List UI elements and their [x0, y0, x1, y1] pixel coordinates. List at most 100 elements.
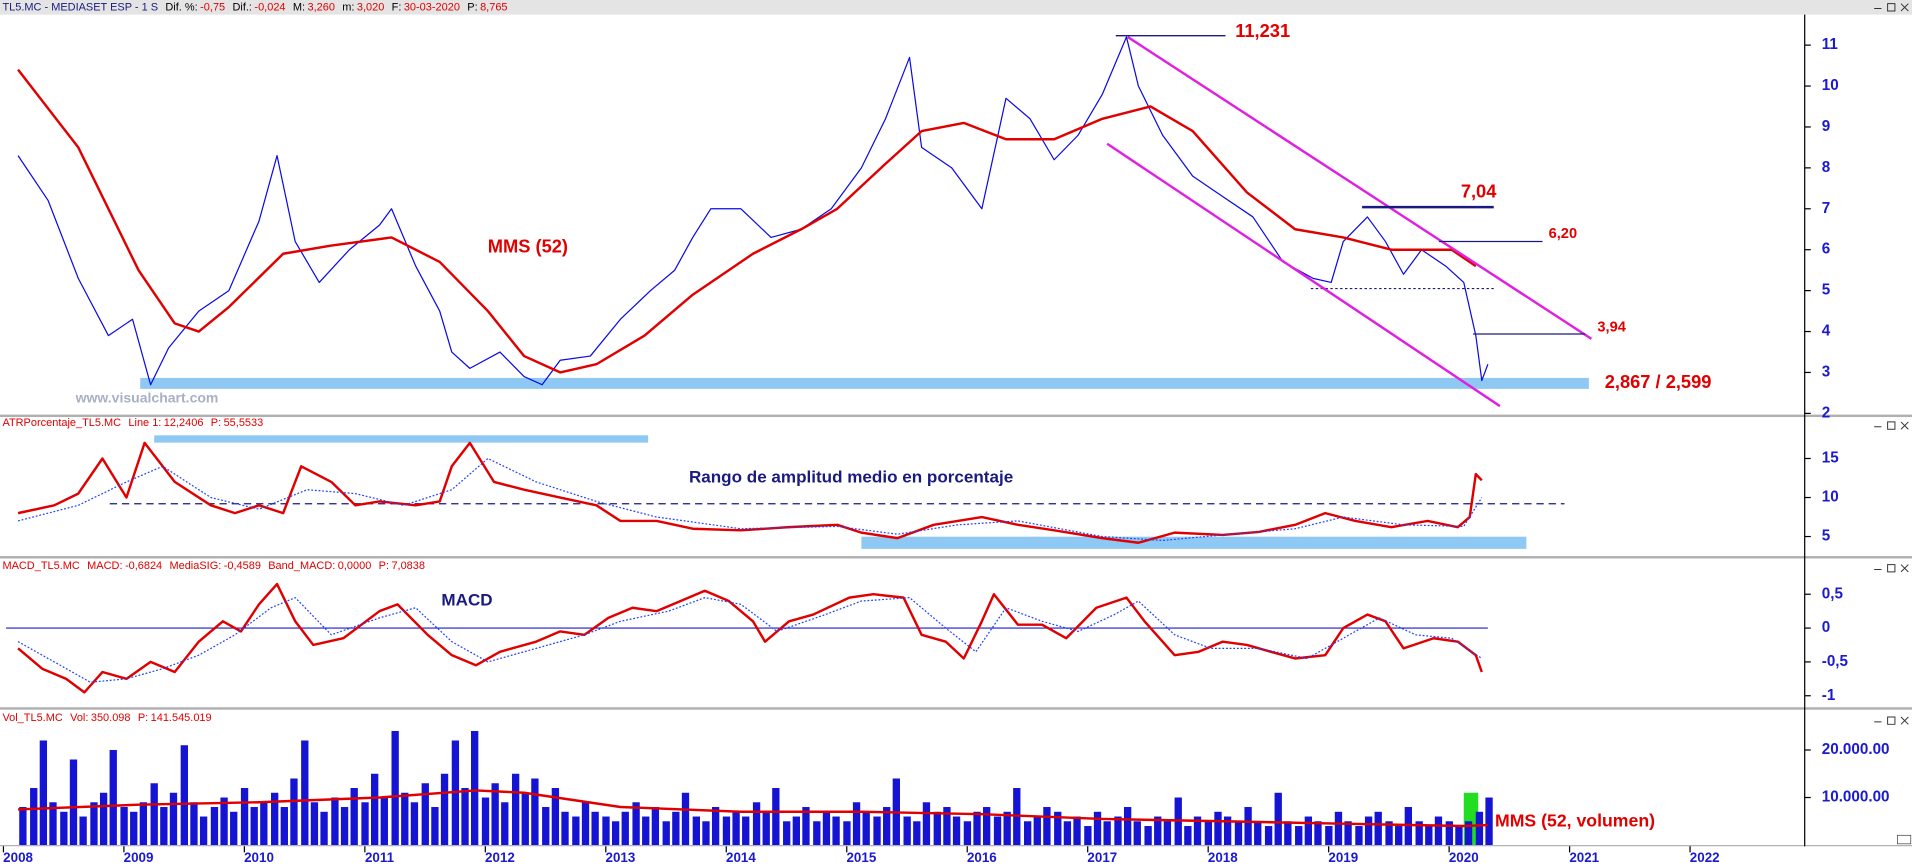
volume-bar: [1054, 811, 1062, 846]
header-label: P:: [467, 1, 477, 13]
volume-bar: [572, 816, 580, 846]
y-tick-label: 10: [1822, 77, 1839, 94]
volume-bar: [69, 759, 78, 846]
header-bar: [0, 0, 1912, 15]
volume-bar: [401, 792, 409, 846]
x-tick-label: 2021: [1569, 850, 1599, 865]
x-tick-label: 2011: [365, 850, 395, 865]
volume-bar: [732, 811, 740, 846]
volume-bar: [250, 807, 258, 846]
volume-bar: [551, 788, 560, 846]
y-tick-label: 5: [1822, 528, 1831, 545]
volume-bar: [822, 811, 831, 846]
volume-bar: [1385, 821, 1393, 846]
volume-bar: [199, 816, 208, 846]
volume-bar: [973, 811, 981, 846]
volume-bar: [531, 778, 539, 846]
volume-bar: [883, 807, 891, 846]
y-tick-label: 5: [1822, 282, 1831, 299]
plot-area: [17, 435, 1565, 549]
volume-bar: [310, 802, 319, 846]
volume-bar: [350, 788, 358, 846]
channel-line: [1127, 35, 1593, 340]
header-value: 3,020: [357, 1, 384, 13]
volume-bar: [371, 773, 379, 846]
volume-bar: [1434, 816, 1443, 846]
volume-bar: [692, 816, 700, 846]
volume-bar: [1464, 821, 1473, 846]
volume-bar: [802, 807, 810, 846]
volume-bar: [602, 816, 610, 846]
volume-bar: [60, 811, 68, 846]
volume-bar: [190, 802, 198, 846]
header-label: MACD:: [87, 560, 122, 572]
volume-bar: [783, 821, 791, 846]
volume-bar: [1475, 811, 1484, 846]
band: [861, 536, 1527, 549]
panel-header: Vol_TL5.MC Vol: 350.098 P: 141.545.019: [2, 712, 211, 724]
volume-bar: [922, 802, 931, 846]
volume-bar: [39, 740, 48, 846]
y-tick-label: 6: [1822, 241, 1830, 258]
header-value: -0,6824: [125, 560, 162, 572]
annotation: MMS (52, volumen): [1495, 811, 1655, 831]
volume-bar: [90, 802, 98, 846]
volume-bar: [421, 783, 429, 846]
x-tick-label: 2013: [606, 850, 636, 865]
annotation: Rango de amplitud medio en porcentaje: [689, 468, 1013, 487]
header-title: Vol_TL5.MC: [2, 712, 62, 724]
y-tick-label: 7: [1822, 200, 1830, 217]
series-line: [17, 68, 1477, 374]
level-label: 3,94: [1597, 320, 1626, 336]
volume-bar: [1063, 821, 1072, 846]
y-tick-label: 3: [1822, 363, 1830, 380]
volume-bar: [130, 811, 138, 846]
x-tick-label: 2018: [1208, 850, 1238, 865]
volume-bar: [301, 740, 309, 846]
volume-bar: [1425, 826, 1433, 846]
x-tick-label: 2015: [846, 850, 876, 865]
y-tick-label: 0,5: [1822, 585, 1844, 602]
volume-bar: [913, 821, 921, 846]
header-value: 3,260: [307, 1, 334, 13]
y-tick-label: 10: [1822, 489, 1839, 506]
header-label: F:: [392, 1, 402, 13]
volume-bar: [611, 821, 620, 846]
header-title: ATRPorcentaje_TL5.MC: [2, 417, 121, 429]
volume-bar: [1284, 821, 1292, 846]
y-tick-label: 0: [1822, 619, 1830, 636]
band: [154, 435, 649, 443]
volume-bar: [642, 816, 650, 846]
volume-bar: [290, 778, 298, 846]
volume-bar: [380, 797, 388, 846]
y-tick-label: 11: [1822, 36, 1839, 53]
x-tick-label: 2014: [726, 850, 756, 865]
level-label: 6,20: [1549, 226, 1577, 242]
volume-bar: [1214, 811, 1222, 846]
volume-bar: [260, 802, 268, 846]
header-value: 350.098: [91, 712, 131, 724]
volume-bar: [722, 816, 731, 846]
x-tick-label: 2016: [967, 850, 997, 865]
y-tick-label: 20.000.00: [1822, 741, 1890, 758]
volume-bar: [581, 802, 590, 846]
header-label: Vol:: [70, 712, 88, 724]
volume-bar: [361, 802, 369, 846]
volume-bar: [621, 811, 629, 846]
volume-bar: [1234, 821, 1243, 846]
y-tick-label: -1: [1822, 687, 1836, 704]
volume-bar: [772, 788, 780, 846]
volume-bar: [762, 811, 770, 846]
level-label: 7,04: [1461, 180, 1497, 201]
volume-bar: [1314, 821, 1322, 846]
volume-bar: [943, 807, 951, 846]
volume-bar: [120, 807, 128, 846]
window-buttons[interactable]: [1874, 3, 1909, 725]
volume-bar: [843, 821, 851, 846]
volume-bar: [230, 811, 238, 846]
header-label: MediaSIG:: [169, 560, 221, 572]
volume-bar: [1344, 821, 1352, 846]
volume-bar: [220, 797, 228, 846]
volume-bar: [49, 802, 57, 846]
